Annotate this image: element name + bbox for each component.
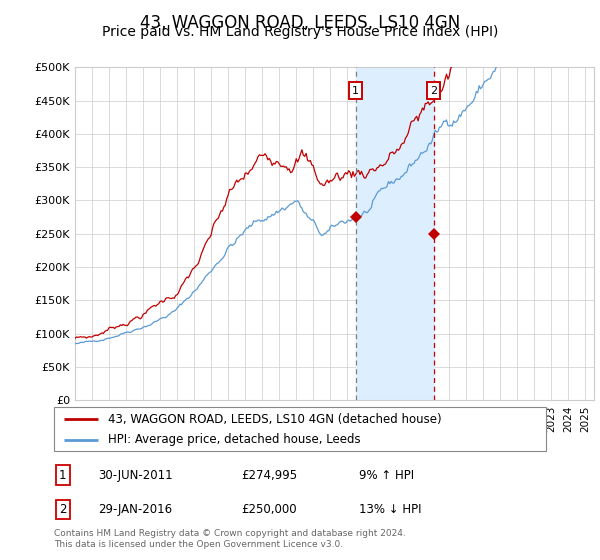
Text: £250,000: £250,000 (241, 503, 296, 516)
Bar (356, 67, 434, 400)
Text: 9% ↑ HPI: 9% ↑ HPI (359, 469, 414, 482)
Text: £274,995: £274,995 (241, 469, 297, 482)
Text: HPI: Average price, detached house, Leeds: HPI: Average price, detached house, Leed… (108, 433, 361, 446)
Text: 29-JAN-2016: 29-JAN-2016 (98, 503, 172, 516)
Text: Contains HM Land Registry data © Crown copyright and database right 2024.
This d: Contains HM Land Registry data © Crown c… (54, 529, 406, 549)
FancyBboxPatch shape (54, 407, 546, 451)
Text: 43, WAGGON ROAD, LEEDS, LS10 4GN (detached house): 43, WAGGON ROAD, LEEDS, LS10 4GN (detach… (108, 413, 442, 426)
Text: 1: 1 (59, 469, 67, 482)
Text: 43, WAGGON ROAD, LEEDS, LS10 4GN: 43, WAGGON ROAD, LEEDS, LS10 4GN (140, 14, 460, 32)
Text: 30-JUN-2011: 30-JUN-2011 (98, 469, 173, 482)
Text: Price paid vs. HM Land Registry's House Price Index (HPI): Price paid vs. HM Land Registry's House … (102, 25, 498, 39)
Text: 1: 1 (352, 86, 359, 96)
Text: 13% ↓ HPI: 13% ↓ HPI (359, 503, 422, 516)
Text: 2: 2 (430, 86, 437, 96)
Text: 2: 2 (59, 503, 67, 516)
